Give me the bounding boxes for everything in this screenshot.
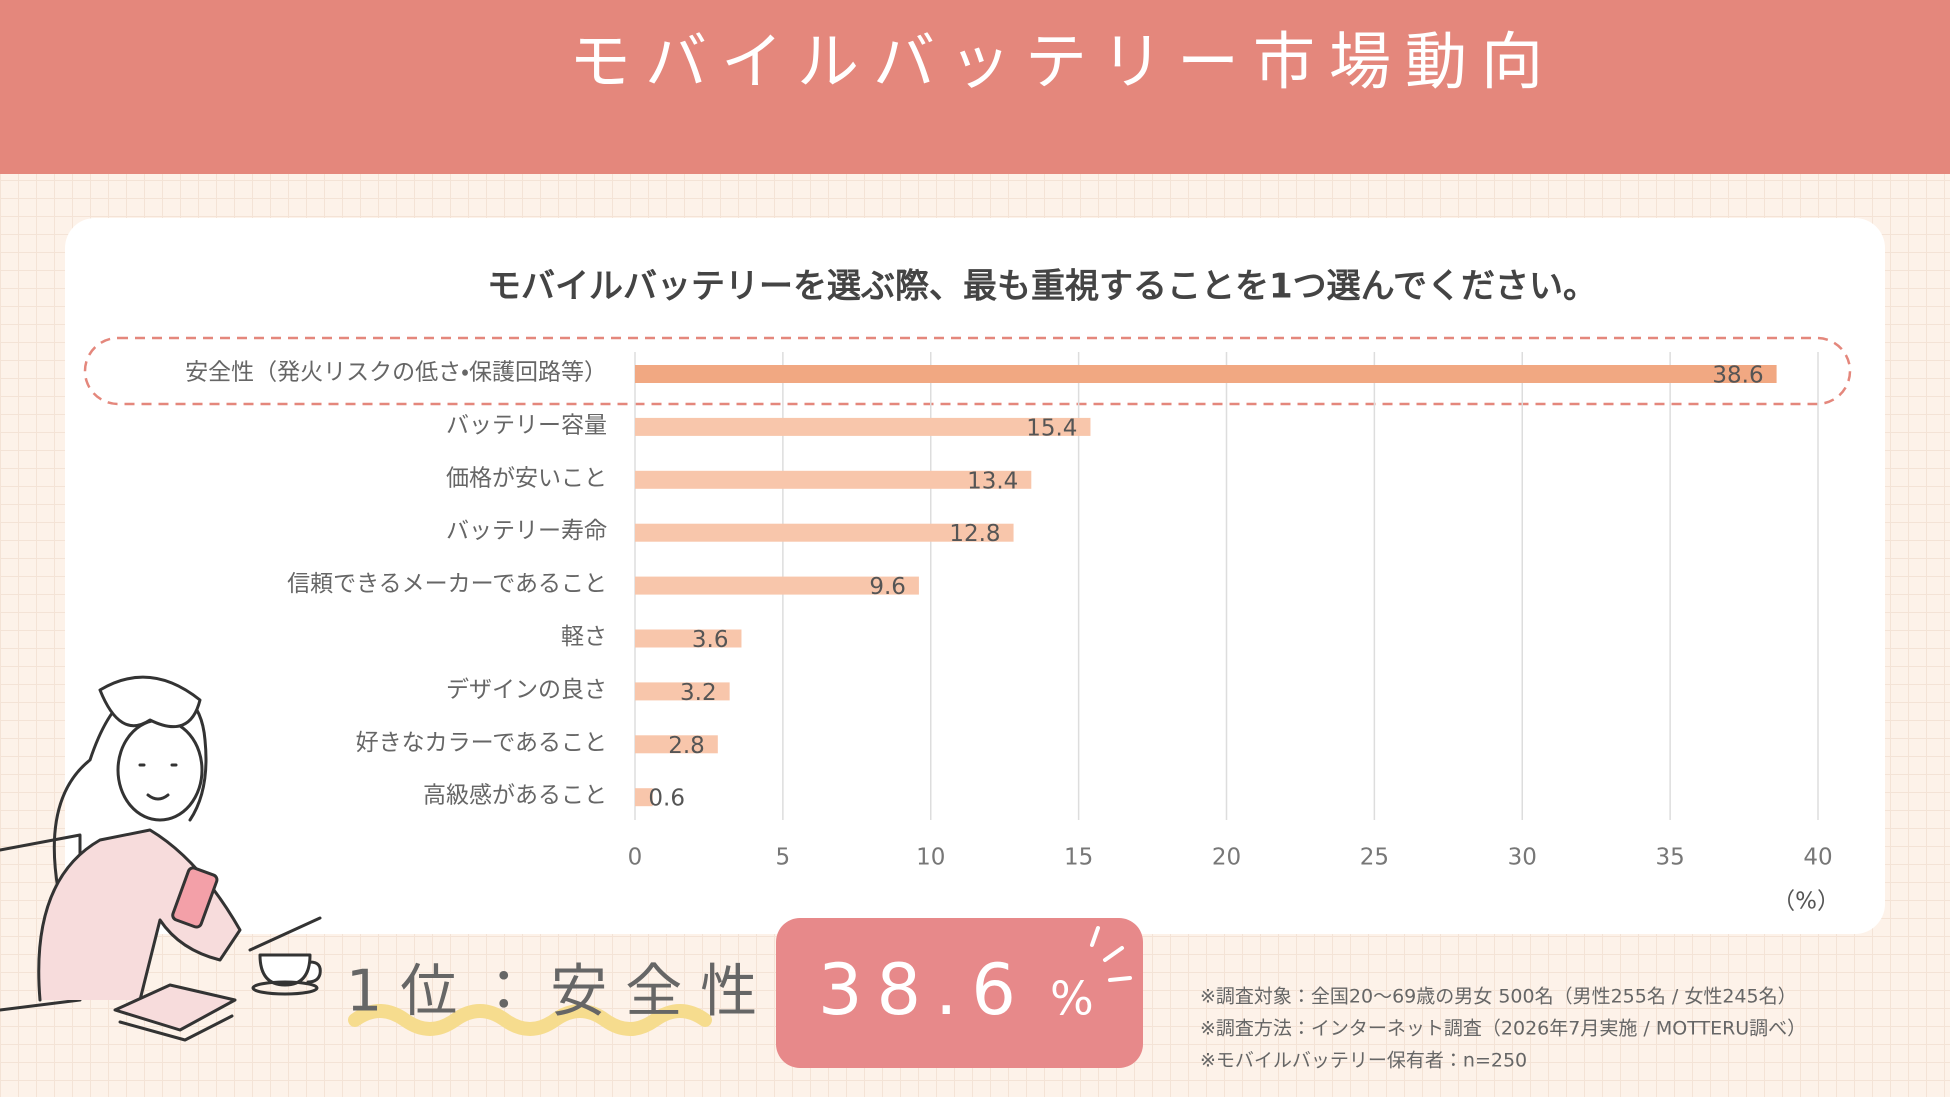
category-label: 好きなカラーであること — [356, 730, 607, 756]
card — [65, 218, 1885, 934]
value-label: 38.6 — [1712, 363, 1763, 389]
sparkle — [1090, 926, 1132, 982]
x-tick-label: 35 — [1655, 845, 1684, 871]
category-label: バッテリー容量 — [446, 412, 607, 438]
value-label: 2.8 — [668, 733, 705, 759]
plot: 0 5 10 15 20 25 30 35 40 安全性（発火リスクの低さ・保護回路等） 38.6 バ… — [185, 352, 1833, 871]
category-label: 信頼できるメーカーであること — [287, 571, 607, 597]
value-label: 15.4 — [1026, 415, 1077, 441]
value-label: 9.6 — [869, 574, 906, 600]
x-tick-label: 20 — [1212, 845, 1241, 871]
rank-label: 1位：安全性 — [346, 959, 775, 1025]
x-tick-label: 15 — [1064, 845, 1093, 871]
bar — [635, 682, 730, 701]
category-label: 高級感があること — [423, 783, 607, 809]
note: ※調査方法：インターネット調査（2026年7月実施 / MOTTERU調べ） — [1200, 1018, 1806, 1040]
highlight-outline — [83, 336, 1852, 406]
bar — [635, 470, 1032, 489]
x-tick-label: 5 — [776, 845, 791, 871]
bar — [635, 576, 919, 595]
bar — [635, 523, 1014, 542]
axis-unit: （%） — [1772, 889, 1840, 915]
bar — [635, 365, 1777, 383]
result-value: 38.6 — [818, 949, 1030, 1031]
illustration — [0, 675, 322, 1042]
x-tick-label: 40 — [1803, 845, 1832, 871]
x-tick-label: 30 — [1508, 845, 1537, 871]
bar — [635, 788, 653, 807]
header-title: モバイルバッテリー市場動向 — [569, 25, 1557, 98]
value-label: 13.4 — [967, 468, 1018, 494]
bar — [635, 629, 742, 648]
note: ※モバイルバッテリー保有者：n=250 — [1200, 1050, 1527, 1072]
category-label: 価格が安いこと — [446, 465, 607, 491]
header-band — [0, 0, 1950, 174]
result-unit: % — [1050, 972, 1094, 1026]
chart-title: モバイルバッテリーを選ぶ際、最も重視することを1つ選んでください。 — [487, 267, 1597, 307]
bar — [635, 417, 1091, 436]
value-label: 3.6 — [692, 627, 729, 653]
x-tick-label: 10 — [916, 845, 945, 871]
x-tick-label: 25 — [1360, 845, 1389, 871]
value-label: 3.2 — [680, 680, 717, 706]
result-box — [776, 918, 1143, 1068]
bar — [635, 735, 718, 754]
category-label: 軽さ — [561, 624, 607, 650]
category-label: 安全性（発火リスクの低さ・保護回路等） — [185, 360, 607, 386]
x-tick-label: 0 — [628, 845, 643, 871]
value-label: 0.6 — [648, 786, 685, 812]
category-label: デザインの良さ — [446, 677, 607, 703]
notes: ※調査対象：全国20〜69歳の男女 500名（男性255名 / 女性245名） ※… — [1200, 986, 1806, 1072]
category-label: バッテリー寿命 — [446, 518, 607, 544]
underline-decoration — [348, 1004, 712, 1036]
note: ※調査対象：全国20〜69歳の男女 500名（男性255名 / 女性245名） — [1200, 986, 1797, 1008]
value-label: 12.8 — [949, 521, 1000, 547]
